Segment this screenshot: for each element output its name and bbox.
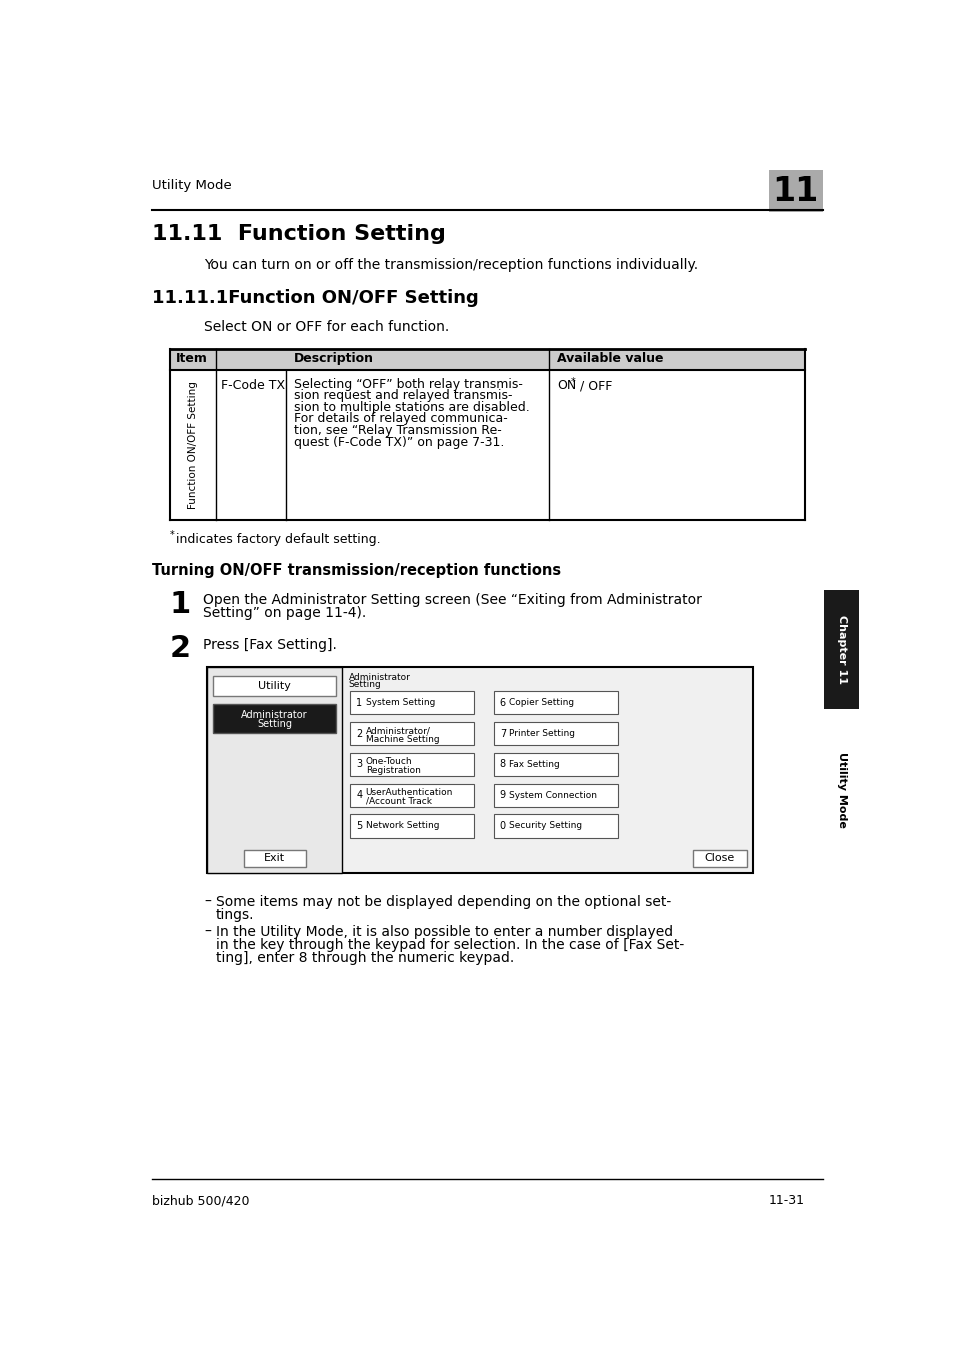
Text: Utility Mode: Utility Mode <box>152 178 232 192</box>
Text: UserAuthentication: UserAuthentication <box>365 788 453 796</box>
Bar <box>170 349 804 370</box>
Text: Administrator/: Administrator/ <box>365 726 430 735</box>
Text: indicates factory default setting.: indicates factory default setting. <box>175 533 380 546</box>
Text: 2: 2 <box>356 729 362 738</box>
Text: Copier Setting: Copier Setting <box>509 698 574 707</box>
Text: 1: 1 <box>170 589 191 619</box>
Text: Administrator: Administrator <box>241 710 308 721</box>
Bar <box>823 589 858 708</box>
Text: *: * <box>170 530 174 541</box>
Text: System Connection: System Connection <box>509 791 597 799</box>
Text: bizhub 500/420: bizhub 500/420 <box>152 1194 249 1207</box>
Bar <box>213 676 335 696</box>
Text: 9: 9 <box>499 790 505 800</box>
Bar <box>243 850 305 867</box>
Text: Printer Setting: Printer Setting <box>509 729 575 738</box>
Text: 11.11  Function Setting: 11.11 Function Setting <box>152 224 445 243</box>
Text: Available value: Available value <box>557 353 663 365</box>
Text: 6: 6 <box>499 698 505 708</box>
Text: Utility: Utility <box>258 681 291 691</box>
Text: Registration: Registration <box>365 767 420 775</box>
Text: /Account Track: /Account Track <box>365 796 432 806</box>
Text: One-Touch: One-Touch <box>365 757 412 765</box>
Text: 11: 11 <box>772 174 818 208</box>
Text: Administrator: Administrator <box>348 673 410 681</box>
Text: 8: 8 <box>499 760 505 769</box>
Text: Press [Fax Setting].: Press [Fax Setting]. <box>203 638 336 652</box>
Text: Item: Item <box>175 353 208 365</box>
Bar <box>350 691 474 714</box>
Text: sion request and relayed transmis-: sion request and relayed transmis- <box>294 389 512 403</box>
Bar <box>493 722 617 745</box>
Text: Exit: Exit <box>264 853 285 864</box>
Text: Utility Mode: Utility Mode <box>836 752 845 827</box>
Bar <box>350 814 474 837</box>
Text: Open the Administrator Setting screen (See “Exiting from Administrator: Open the Administrator Setting screen (S… <box>203 594 701 607</box>
Text: –: – <box>204 925 212 940</box>
Text: ON: ON <box>557 380 576 392</box>
Text: 11-31: 11-31 <box>768 1194 804 1207</box>
Text: ting], enter 8 through the numeric keypad.: ting], enter 8 through the numeric keypa… <box>216 952 514 965</box>
Text: Description: Description <box>294 353 374 365</box>
Text: Close: Close <box>704 853 734 864</box>
Bar <box>350 784 474 807</box>
Bar <box>493 784 617 807</box>
Text: Setting” on page 11-4).: Setting” on page 11-4). <box>203 606 366 619</box>
Text: In the Utility Mode, it is also possible to enter a number displayed: In the Utility Mode, it is also possible… <box>216 925 673 940</box>
Bar <box>350 722 474 745</box>
Text: Select ON or OFF for each function.: Select ON or OFF for each function. <box>204 320 449 334</box>
Text: in the key through the keypad for selection. In the case of [Fax Set-: in the key through the keypad for select… <box>216 938 683 952</box>
Text: Setting: Setting <box>257 719 292 729</box>
Text: Turning ON/OFF transmission/reception functions: Turning ON/OFF transmission/reception fu… <box>152 562 560 577</box>
Text: / OFF: / OFF <box>575 380 612 392</box>
Text: 5: 5 <box>356 821 362 831</box>
Text: tion, see “Relay Transmission Re-: tion, see “Relay Transmission Re- <box>294 425 501 437</box>
Text: Selecting “OFF” both relay transmis-: Selecting “OFF” both relay transmis- <box>294 377 522 391</box>
Text: Network Setting: Network Setting <box>365 822 438 830</box>
Text: 3: 3 <box>356 760 362 769</box>
Text: tings.: tings. <box>216 907 254 922</box>
Bar <box>692 850 746 867</box>
Text: –: – <box>204 895 212 909</box>
Text: Setting: Setting <box>348 680 381 690</box>
Text: Function ON/OFF Setting: Function ON/OFF Setting <box>188 381 197 510</box>
Bar <box>493 814 617 837</box>
Text: quest (F-Code TX)” on page 7-31.: quest (F-Code TX)” on page 7-31. <box>294 435 503 449</box>
Text: sion to multiple stations are disabled.: sion to multiple stations are disabled. <box>294 402 529 414</box>
Text: For details of relayed communica-: For details of relayed communica- <box>294 412 507 426</box>
Bar <box>213 703 335 733</box>
Text: 11.11.1Function ON/OFF Setting: 11.11.1Function ON/OFF Setting <box>152 289 478 307</box>
Text: Security Setting: Security Setting <box>509 822 581 830</box>
Text: Some items may not be displayed depending on the optional set-: Some items may not be displayed dependin… <box>216 895 671 909</box>
Bar <box>493 691 617 714</box>
Text: Fax Setting: Fax Setting <box>509 760 559 769</box>
Text: 2: 2 <box>170 634 191 664</box>
Text: 0: 0 <box>499 821 505 831</box>
Bar <box>350 753 474 776</box>
Bar <box>768 170 822 212</box>
Text: 1: 1 <box>356 698 362 708</box>
Text: You can turn on or off the transmission/reception functions individually.: You can turn on or off the transmission/… <box>204 258 698 273</box>
Text: Machine Setting: Machine Setting <box>365 735 439 744</box>
Text: *: * <box>571 377 576 387</box>
Text: 7: 7 <box>499 729 505 738</box>
Bar <box>207 667 753 873</box>
Text: F-Code TX: F-Code TX <box>220 380 285 392</box>
Text: System Setting: System Setting <box>365 698 435 707</box>
Text: 4: 4 <box>356 790 362 800</box>
Bar <box>207 667 342 873</box>
Bar <box>493 753 617 776</box>
Text: Chapter 11: Chapter 11 <box>836 615 845 684</box>
